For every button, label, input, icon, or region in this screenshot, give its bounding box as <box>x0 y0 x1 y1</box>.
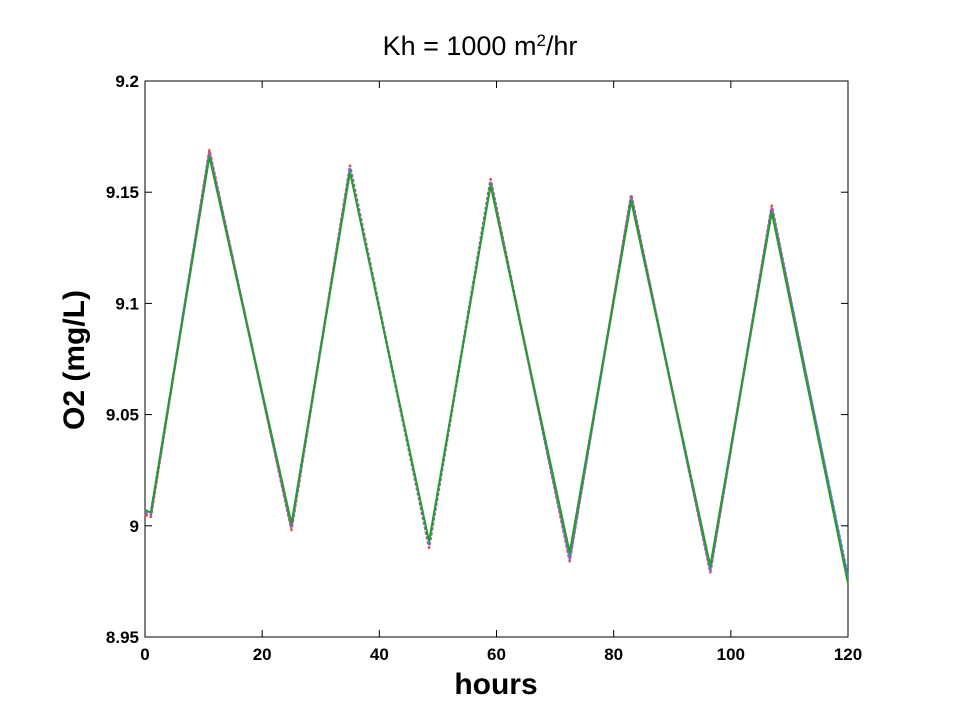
x-tick-label: 80 <box>604 645 623 664</box>
chart-title-superscript: 2 <box>536 31 545 50</box>
x-tick-label: 0 <box>140 645 149 664</box>
x-tick-label: 120 <box>834 645 862 664</box>
y-tick-label: 8.95 <box>106 628 139 647</box>
y-tick-label: 9.05 <box>106 406 139 425</box>
x-tick-label: 100 <box>717 645 745 664</box>
chart-title-main: Kh = 1000 m <box>383 31 537 61</box>
x-axis-label: hours <box>454 668 537 701</box>
chart-title-tail: /hr <box>546 31 578 61</box>
plot-area <box>144 80 849 638</box>
series-layer <box>144 148 850 584</box>
x-tick-label: 60 <box>487 645 506 664</box>
chart-title: Kh = 1000 m2/hr <box>383 31 578 61</box>
y-tick-label: 9 <box>130 517 139 536</box>
y-tick-label: 9.2 <box>115 72 139 91</box>
x-tick-label: 40 <box>370 645 389 664</box>
y-tick-label: 9.1 <box>115 294 139 313</box>
tick-layer: 0 20 40 60 80 100 120 8.95 9 9.05 9.1 9.15 9.2 <box>106 72 862 664</box>
y-axis-label: O2 (mg/L) <box>58 290 91 430</box>
series-line-4 <box>144 155 849 584</box>
y-tick-label: 9.15 <box>106 183 139 202</box>
x-tick-label: 20 <box>253 645 272 664</box>
